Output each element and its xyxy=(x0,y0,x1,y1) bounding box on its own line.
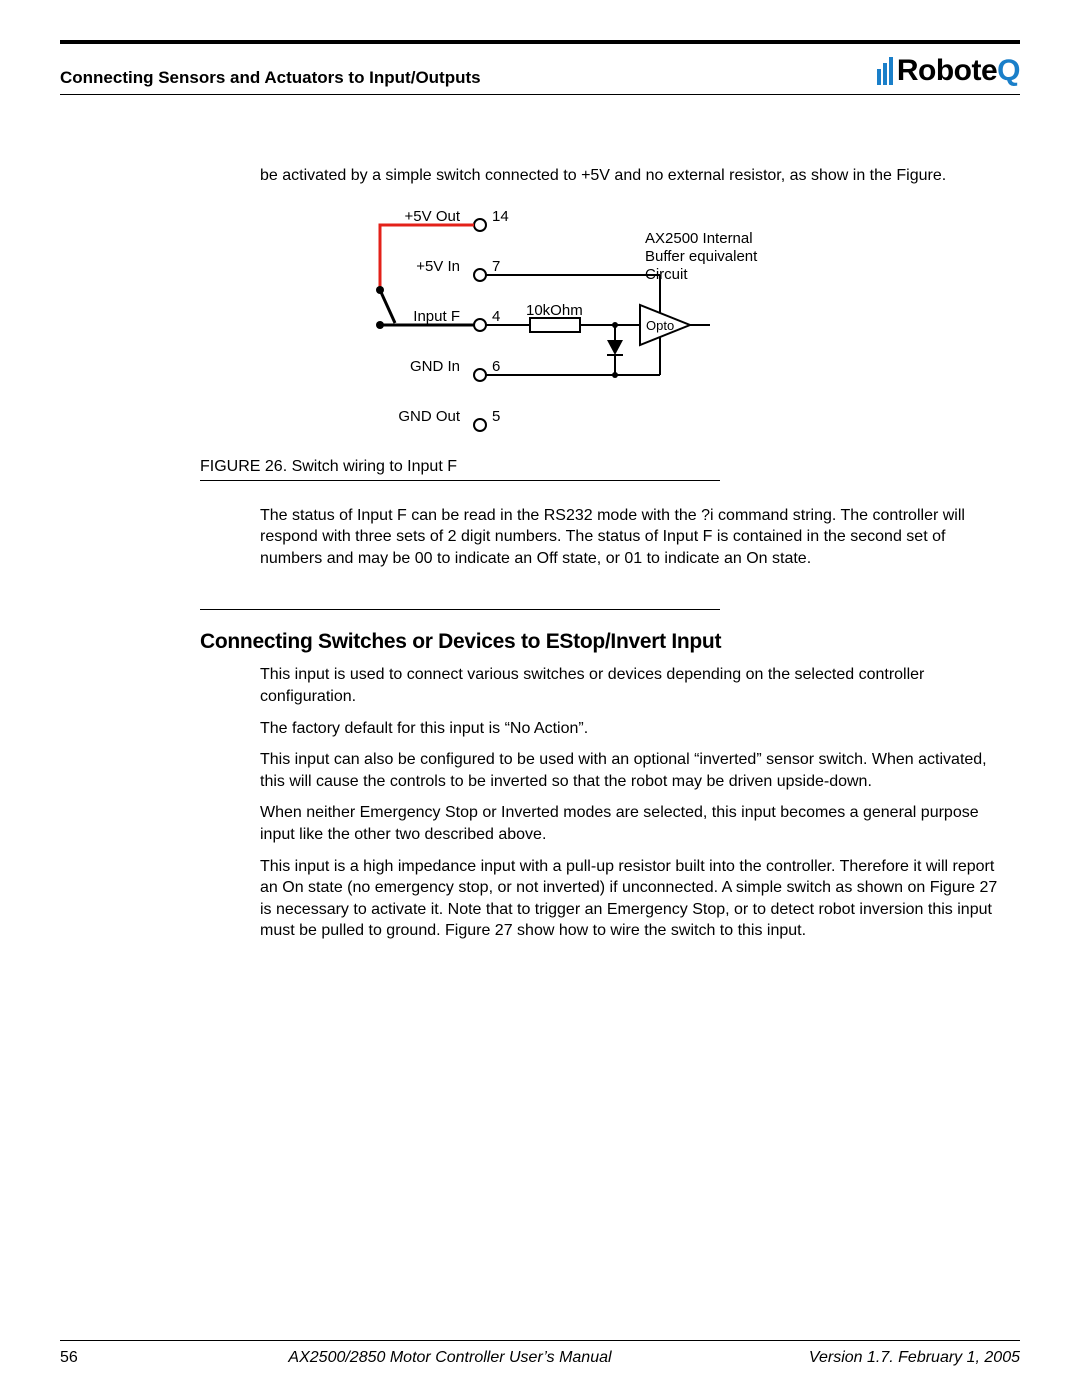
circuit-diagram: +5V Out 14 +5V In 7 Input F 4 GND In 6 G… xyxy=(290,205,1020,450)
document-page: Connecting Sensors and Actuators to Inpu… xyxy=(0,0,1080,1397)
footer-page-number: 56 xyxy=(60,1349,140,1367)
logo-text-main: Robote xyxy=(897,54,997,87)
roboteq-logo: RoboteQ xyxy=(877,54,1020,88)
section2-p4: When neither Emergency Stop or Inverted … xyxy=(260,802,1010,845)
logo-text: RoboteQ xyxy=(897,54,1020,88)
logo-bars-icon xyxy=(877,57,893,85)
page-header: Connecting Sensors and Actuators to Inpu… xyxy=(60,54,1020,95)
pin-5v-out: 14 xyxy=(492,208,509,225)
footer-version: Version 1.7. February 1, 2005 xyxy=(760,1349,1020,1367)
intro-paragraph: be activated by a simple switch connecte… xyxy=(260,165,1010,187)
pin-5v-in: 7 xyxy=(492,258,500,275)
pin-input-f: 4 xyxy=(492,308,500,325)
footer-manual-title: AX2500/2850 Motor Controller User’s Manu… xyxy=(140,1349,760,1367)
label-gnd-in: GND In xyxy=(410,358,460,375)
page-footer: 56 AX2500/2850 Motor Controller User’s M… xyxy=(60,1340,1020,1367)
section-rule-top xyxy=(200,609,720,610)
section-heading: Connecting Switches or Devices to EStop/… xyxy=(200,630,1020,654)
label-resistor: 10kOhm xyxy=(526,302,583,319)
pin-gnd-in: 6 xyxy=(492,358,500,375)
section2-p1: This input is used to connect various sw… xyxy=(260,664,1010,707)
figure-caption: FIGURE 26. Switch wiring to Input F xyxy=(200,458,1020,476)
label-internal-2: Buffer equivalent xyxy=(645,248,758,265)
label-internal-1: AX2500 Internal xyxy=(645,230,753,247)
figure-rule xyxy=(200,480,720,481)
status-paragraph: The status of Input F can be read in the… xyxy=(260,505,1010,570)
label-input-f: Input F xyxy=(413,308,460,325)
section2-p5: This input is a high impedance input wit… xyxy=(260,856,1010,942)
label-internal-3: Circuit xyxy=(645,266,688,283)
pin-gnd-out: 5 xyxy=(492,408,500,425)
label-opto: Opto xyxy=(646,318,674,333)
top-rule xyxy=(60,40,1020,44)
section2-p2: The factory default for this input is “N… xyxy=(260,718,1010,740)
label-5v-in: +5V In xyxy=(416,258,460,275)
logo-text-q: Q xyxy=(997,54,1020,87)
header-title: Connecting Sensors and Actuators to Inpu… xyxy=(60,68,481,88)
section2-p3: This input can also be configured to be … xyxy=(260,749,1010,792)
label-5v-out: +5V Out xyxy=(405,208,461,225)
label-gnd-out: GND Out xyxy=(398,408,461,425)
